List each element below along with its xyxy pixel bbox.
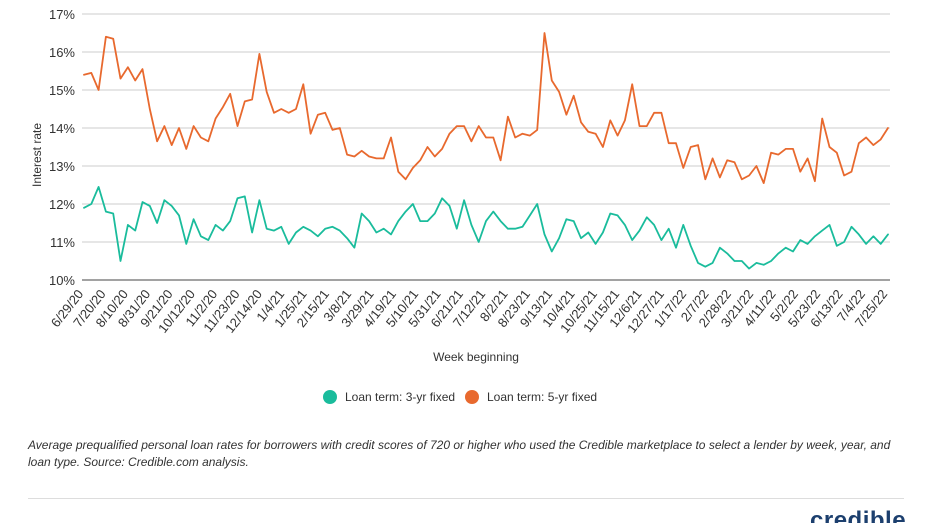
y-axis-title: Interest rate — [30, 123, 44, 187]
x-tick-labels: 6/29/207/20/208/10/208/31/209/21/2010/12… — [48, 287, 891, 336]
logo-text: credible — [810, 507, 907, 523]
gridlines — [82, 13, 890, 281]
legend-swatch-3yr — [323, 390, 337, 404]
line-chart: 10% 11% 12% 13% 14% 15% 16% 17% 6/29/207/20/208… — [30, 7, 891, 364]
y-tick-label: 13% — [49, 159, 75, 174]
series-line-3yr — [83, 185, 889, 270]
credible-logo: credible — [810, 506, 930, 523]
y-tick-label: 14% — [49, 121, 75, 136]
legend-label-3yr: Loan term: 3-yr fixed — [345, 390, 456, 404]
y-tick-label: 15% — [49, 83, 75, 98]
y-tick-label: 17% — [49, 7, 75, 22]
legend-item-3yr: Loan term: 3-yr fixed — [323, 390, 455, 404]
y-tick-label: 10% — [49, 273, 75, 288]
series-line-5yr — [83, 32, 889, 185]
y-tick-labels: 10% 11% 12% 13% 14% 15% 16% 17% — [49, 7, 75, 288]
legend: Loan term: 3-yr fixed Loan term: 5-yr fi… — [0, 390, 931, 410]
series-lines — [83, 32, 889, 270]
y-tick-label: 11% — [50, 235, 75, 250]
legend-item-5yr: Loan term: 5-yr fixed — [465, 390, 597, 404]
chart-caption: Average prequalified personal loan rates… — [28, 438, 891, 469]
legend-swatch-5yr — [465, 390, 479, 404]
divider — [28, 498, 904, 499]
y-tick-label: 12% — [49, 197, 75, 212]
y-tick-label: 16% — [49, 45, 75, 60]
legend-label-5yr: Loan term: 5-yr fixed — [487, 390, 598, 404]
x-axis-title: Week beginning — [433, 350, 519, 364]
